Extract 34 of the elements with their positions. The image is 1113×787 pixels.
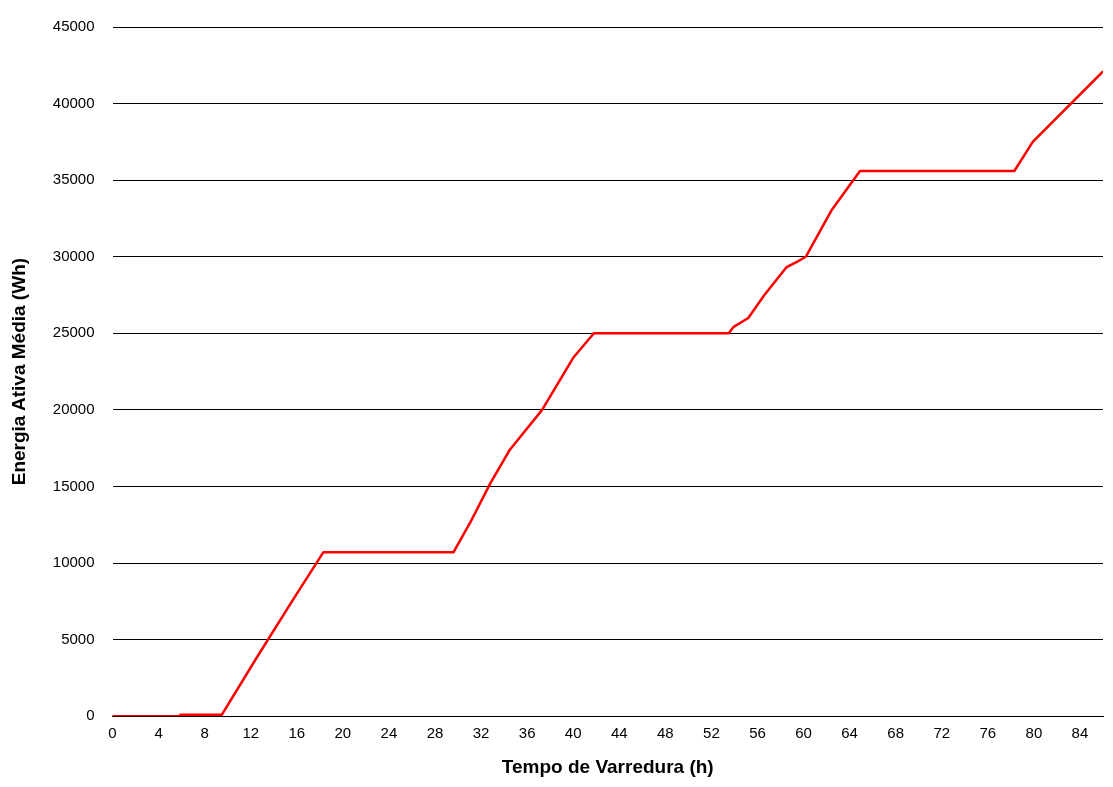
y-tick-label: 5000 [61,629,95,647]
x-tick-label: 48 [657,724,674,742]
x-tick-label: 72 [933,724,951,742]
x-tick-label: 28 [426,724,444,742]
y-tick-label: 20000 [52,400,95,418]
x-tick-label: 40 [564,724,582,742]
x-tick-label: 12 [242,724,260,742]
x-tick-label: 32 [472,724,490,742]
x-tick-label: 20 [334,724,352,742]
x-tick-label: 36 [518,724,536,742]
x-tick-label: 76 [979,724,997,742]
x-tick-label: 16 [288,724,306,742]
x-tick-label: 0 [108,724,117,742]
y-tick-label: 30000 [52,246,95,264]
x-tick-label: 4 [154,724,163,742]
x-axis-title: Tempo de Varredura (h) [501,755,714,777]
y-tick-label: 25000 [52,323,95,341]
y-tick-label: 35000 [52,170,95,188]
y-axis-title: Energia Ativa Média (Wh) [7,257,29,486]
x-tick-label: 24 [380,724,398,742]
y-tick-label: 10000 [52,553,95,571]
x-tick-label: 64 [841,724,858,742]
x-tick-label: 80 [1025,724,1043,742]
x-tick-label: 56 [749,724,766,742]
x-tick-label: 84 [1071,724,1089,742]
y-tick-label: 0 [86,706,95,724]
x-tick-label: 60 [795,724,812,742]
x-tick-label: 44 [610,724,628,742]
x-tick-label: 68 [887,724,905,742]
y-tick-label: 45000 [52,17,95,35]
y-tick-label: 40000 [52,93,95,111]
y-tick-label: 15000 [52,476,95,494]
x-tick-label: 52 [703,724,720,742]
x-tick-label: 8 [200,724,209,742]
